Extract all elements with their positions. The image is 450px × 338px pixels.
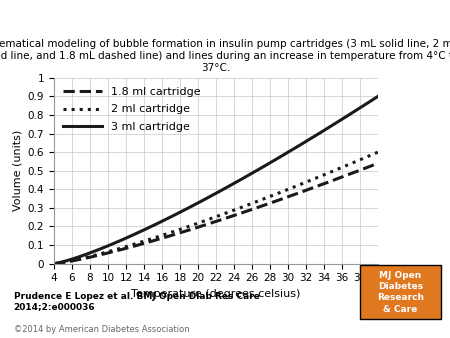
Legend: 1.8 ml cartridge, 2 ml cartridge, 3 ml cartridge: 1.8 ml cartridge, 2 ml cartridge, 3 ml c… [59, 83, 203, 136]
Text: Mathematical modeling of bubble formation in insulin pump cartridges (3 mL solid: Mathematical modeling of bubble formatio… [0, 40, 450, 73]
Text: 2014;2:e000036: 2014;2:e000036 [14, 302, 95, 311]
X-axis label: Temperature (degrees celsius): Temperature (degrees celsius) [131, 289, 301, 299]
Y-axis label: Volume (units): Volume (units) [12, 130, 22, 211]
Text: ©2014 by American Diabetes Association: ©2014 by American Diabetes Association [14, 325, 189, 334]
FancyBboxPatch shape [360, 265, 441, 319]
Text: MJ Open
Diabetes
Research
& Care: MJ Open Diabetes Research & Care [377, 271, 424, 314]
Text: Prudence E Lopez et al. BMJ Open Diab Res Care: Prudence E Lopez et al. BMJ Open Diab Re… [14, 292, 259, 301]
